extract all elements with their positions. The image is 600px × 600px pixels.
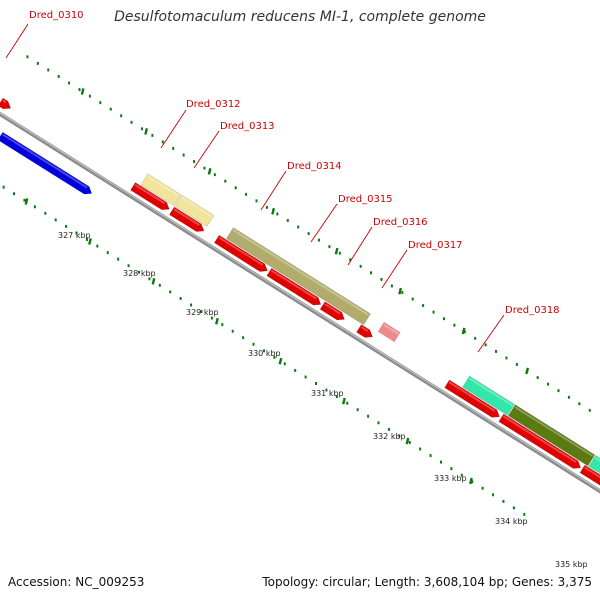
track-tick	[525, 367, 530, 375]
track-tick	[88, 238, 92, 245]
olive-feature-dred-0314-shine	[232, 229, 370, 316]
cds-arrow-dred-0316	[319, 301, 345, 321]
gene-leader-line	[5, 23, 29, 59]
track-tick	[271, 207, 276, 215]
track-tick	[405, 437, 410, 445]
cds-arrow-dred-0320	[579, 464, 600, 486]
cds-arrow-dred-0313	[168, 206, 205, 232]
aqua-feature-dred-0318	[462, 375, 515, 416]
cds-arrow-dred-0312	[130, 182, 170, 211]
kbp-scale-label: 329 kbp	[186, 308, 219, 317]
track-tick	[469, 477, 473, 485]
cds-arrow-dred-0319-shine	[502, 415, 577, 463]
aqua-feature-dred-0318-shine	[468, 377, 513, 407]
track-tick	[215, 317, 219, 325]
track-tick	[207, 168, 212, 175]
blue-feature-bar-shine	[2, 133, 88, 189]
pale-feature-dred-0313-shine	[180, 196, 213, 218]
blue-feature-bar	[0, 131, 93, 195]
genome-backbone	[0, 111, 600, 494]
gene-label: Dred_0318	[505, 305, 560, 316]
track-tick	[80, 88, 85, 95]
gene-leader-line	[477, 314, 505, 353]
cds-arrow-dred-0314-shine	[218, 236, 264, 266]
dark-feature-bar-shine	[514, 406, 594, 457]
kbp-scale-label: 328 kbp	[123, 269, 156, 278]
cds-arrow-dred-0317	[356, 324, 373, 338]
aqua-feature-bar-2	[588, 454, 600, 474]
pink-feature-dred-0317	[377, 321, 401, 343]
gene-leader-line	[381, 249, 408, 289]
accession-label: Accession: NC_009253	[8, 575, 145, 589]
gene-label: Dred_0314	[287, 161, 342, 172]
cds-arrow-dred-0316-shine	[324, 303, 341, 315]
cds-arrow-dred-0313-shine	[173, 208, 200, 226]
pale-feature-dred-0313	[174, 194, 215, 227]
kbp-scale-label: 334 kbp	[495, 517, 528, 526]
track-tick	[24, 198, 29, 205]
track-tick	[151, 277, 156, 285]
inner-track	[2, 185, 526, 516]
gene-label: Dred_0310	[29, 10, 84, 21]
cds-arrow-dred-0318	[444, 379, 500, 418]
kbp-scale-label: 333 kbp	[434, 474, 467, 483]
outer-track	[26, 55, 591, 412]
dark-feature-bar	[507, 404, 596, 467]
kbp-scale-label: 330 kbp	[248, 349, 281, 358]
pale-feature-dred-0312	[140, 173, 182, 207]
cds-arrow-dred-0312-shine	[134, 183, 166, 205]
gene-label: Dred_0315	[338, 194, 393, 205]
kbp-scale-label: 331 kbp	[311, 389, 344, 398]
olive-feature-dred-0314	[225, 227, 371, 326]
track-tick	[144, 128, 149, 135]
cds-arrow-dred-0320-shine	[584, 466, 600, 479]
cds-arrow-dred-0317-shine	[360, 326, 369, 332]
gene-label: Dred_0317	[408, 240, 463, 251]
cds-arrow-dred-0315-shine	[270, 269, 317, 300]
gene-label: Dred_0313	[220, 121, 275, 132]
track-tick	[334, 247, 339, 255]
pink-feature-dred-0317-shine	[383, 323, 399, 335]
kbp-scale-label: 327 kbp	[58, 231, 91, 240]
genome-summary: Topology: circular; Length: 3,608,104 bp…	[262, 575, 592, 589]
track-tick	[398, 287, 403, 295]
gene-leader-line	[260, 170, 287, 211]
kbp-scale-label: 332 kbp	[373, 432, 406, 441]
cds-arrow-dred-0314	[213, 234, 268, 272]
track-tick	[278, 357, 283, 365]
pale-feature-dred-0312-shine	[147, 175, 180, 197]
gene-label: Dred_0312	[186, 99, 241, 110]
cds-arrow-dred-0310-shine	[2, 99, 7, 104]
cds-arrow-dred-0310	[0, 97, 12, 110]
gene-label: Dred_0316	[373, 217, 428, 228]
gene-leader-line	[347, 226, 373, 266]
gene-leader-line	[160, 109, 187, 149]
track-tick	[342, 397, 346, 405]
cds-arrow-dred-0319	[498, 413, 582, 469]
genome-backbone-highlight	[0, 112, 600, 491]
cds-arrow-dred-0315	[266, 267, 322, 306]
gene-leader-line	[193, 130, 220, 169]
page-title: Desulfotomaculum reducens MI-1, complete…	[114, 9, 486, 25]
kbp-scale-label: 335 kbp	[555, 560, 588, 569]
aqua-feature-bar-2-shine	[594, 456, 600, 462]
track-tick	[461, 327, 466, 335]
gene-leader-line	[310, 203, 338, 243]
cds-arrow-dred-0318-shine	[448, 381, 496, 412]
